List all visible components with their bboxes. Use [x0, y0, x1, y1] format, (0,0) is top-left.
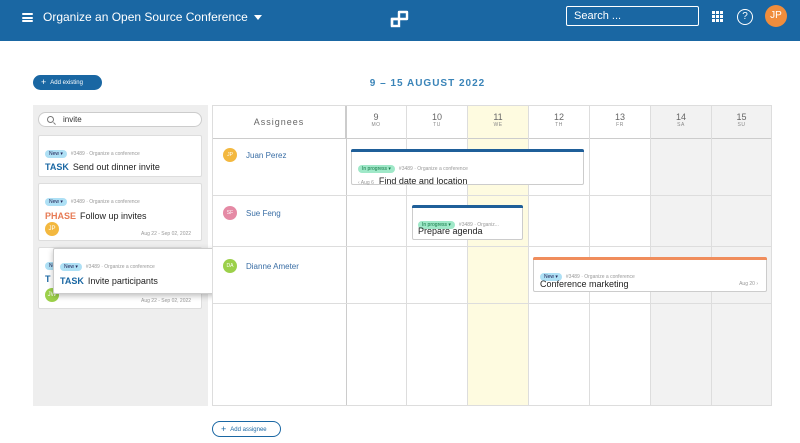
status-badge[interactable]: New ▾	[45, 198, 67, 206]
panel-search-input[interactable]: invite	[38, 112, 202, 127]
assignees-header: Assignees	[213, 106, 346, 139]
row-divider	[213, 246, 771, 247]
day-column-weekend[interactable]: 15 SU	[712, 106, 771, 405]
day-name: SA	[677, 122, 685, 128]
card-meta: #3489 · Organize a conference	[70, 199, 140, 205]
card-meta: #3489 · Organize a conference	[85, 264, 155, 270]
chevron-down-icon	[253, 15, 262, 21]
event-meta: #3489 · Organize a conference	[565, 274, 635, 280]
search-input[interactable]: Search ...	[566, 6, 699, 26]
day-column[interactable]: 9 MO	[346, 106, 407, 405]
day-name: WE	[493, 122, 503, 128]
event-color-bar	[351, 149, 584, 152]
status-badge[interactable]: New ▾	[60, 263, 82, 271]
event-end-suffix: Aug 20 ›	[739, 281, 758, 287]
project-selector[interactable]: Organize an Open Source Conference	[43, 10, 262, 24]
date-range: 9 – 15 AUGUST 2022	[369, 78, 486, 89]
status-badge[interactable]: In progress ▾	[358, 165, 395, 173]
event-color-bar	[412, 205, 523, 208]
dragged-card[interactable]: New ▾ #3489 · Organize a conference TASK I…	[53, 248, 231, 294]
day-number: 13	[614, 112, 625, 122]
day-column[interactable]: 12 TH	[529, 106, 590, 405]
help-icon[interactable]: ?	[737, 9, 753, 25]
card-title: Send out dinner invite	[72, 162, 160, 172]
list-item[interactable]: New ▾ #3489 · Organize a conference PHASE…	[38, 183, 202, 241]
day-header: 11 WE	[468, 106, 528, 139]
card-type: PHASE	[45, 211, 77, 221]
event-card-find-date[interactable]: In progress ▾ #3489 · Organize a conferen…	[351, 149, 584, 186]
day-name: TH	[555, 122, 563, 128]
day-name: TU	[433, 122, 441, 128]
app-logo[interactable]	[388, 6, 413, 31]
plus-icon: +	[41, 77, 47, 87]
event-card-prepare-agenda[interactable]: In progress ▾ #3489 · Organiz... Prepare …	[412, 205, 523, 240]
panel-search-value: invite	[63, 115, 82, 124]
plus-icon: +	[221, 424, 227, 434]
day-number: 15	[736, 112, 747, 122]
event-title: Conference marketing	[540, 279, 629, 289]
apps-grid-icon[interactable]	[712, 11, 723, 22]
day-header: 13 FR	[590, 106, 650, 139]
add-assignee-label: Add assignee	[230, 427, 267, 433]
team-planner-calendar: Assignees 9 MO 10 TU 11 WE 12 TH 13 FR 14 SA 1…	[212, 105, 772, 406]
day-header: 12 TH	[529, 106, 589, 139]
event-title: Find date and location	[378, 176, 468, 186]
card-type: TASK	[45, 162, 69, 172]
divider	[346, 106, 347, 405]
card-dates: Aug 22 - Sep 02, 2022	[141, 231, 192, 237]
day-header: 10 TU	[407, 106, 467, 139]
row-divider	[213, 303, 771, 304]
event-card-conference-marketing[interactable]: New ▾ #3489 · Organize a conference Confe…	[533, 257, 767, 292]
day-column-weekend[interactable]: 14 SA	[651, 106, 712, 405]
status-badge[interactable]: New ▾	[540, 273, 562, 281]
day-header: 15 SU	[712, 106, 771, 139]
card-title: Invite participants	[87, 276, 158, 286]
day-name: MO	[371, 122, 381, 128]
day-header: 14 SA	[651, 106, 711, 139]
day-name: SU	[737, 122, 746, 128]
status-badge[interactable]: New ▾	[45, 150, 67, 158]
search-icon	[47, 116, 54, 123]
event-title: Prepare agenda	[418, 226, 483, 236]
day-number: 12	[553, 112, 564, 122]
avatar: DA	[223, 259, 237, 273]
day-column[interactable]: 10 TU	[407, 106, 468, 405]
day-number: 14	[675, 112, 686, 122]
row-divider	[213, 195, 771, 196]
card-type: TASK	[60, 276, 84, 286]
day-name: FR	[616, 122, 624, 128]
day-number: 10	[431, 112, 442, 122]
card-title: Follow up invites	[80, 211, 147, 221]
menu-icon[interactable]	[22, 13, 33, 22]
assignee-name[interactable]: Sue Feng	[246, 209, 281, 218]
card-meta: #3489 · Organize a conference	[70, 151, 140, 157]
add-existing-button[interactable]: + Add existing	[33, 75, 102, 90]
event-meta: #3489 · Organiz...	[458, 222, 499, 228]
assignee-name[interactable]: Dianne Ameter	[246, 262, 299, 271]
status-badge[interactable]: In progress ▾	[418, 221, 455, 229]
event-start-prefix: ‹ Aug 6	[358, 180, 374, 186]
day-header: 9 MO	[346, 106, 406, 139]
day-number: 9	[373, 112, 379, 122]
list-item[interactable]: New ▾ #3489 · Organize a conference TASK S…	[38, 135, 202, 177]
event-color-bar	[533, 257, 767, 260]
avatar: JP	[45, 222, 59, 236]
project-title: Organize an Open Source Conference	[43, 10, 248, 24]
add-existing-label: Add existing	[50, 80, 83, 86]
add-assignee-button[interactable]: + Add assignee	[212, 421, 281, 437]
card-dates: Aug 22 - Sep 02, 2022	[141, 298, 192, 304]
avatar: JP	[223, 148, 237, 162]
day-number: 11	[493, 112, 503, 122]
top-bar: Organize an Open Source Conference Searc…	[0, 0, 800, 41]
avatar: SF	[223, 206, 237, 220]
user-avatar[interactable]: JP	[765, 5, 787, 27]
card-type: T	[45, 274, 51, 284]
assignee-name[interactable]: Juan Perez	[246, 151, 287, 160]
day-column[interactable]: 13 FR	[590, 106, 651, 405]
event-meta: #3489 · Organize a conference	[398, 166, 468, 172]
